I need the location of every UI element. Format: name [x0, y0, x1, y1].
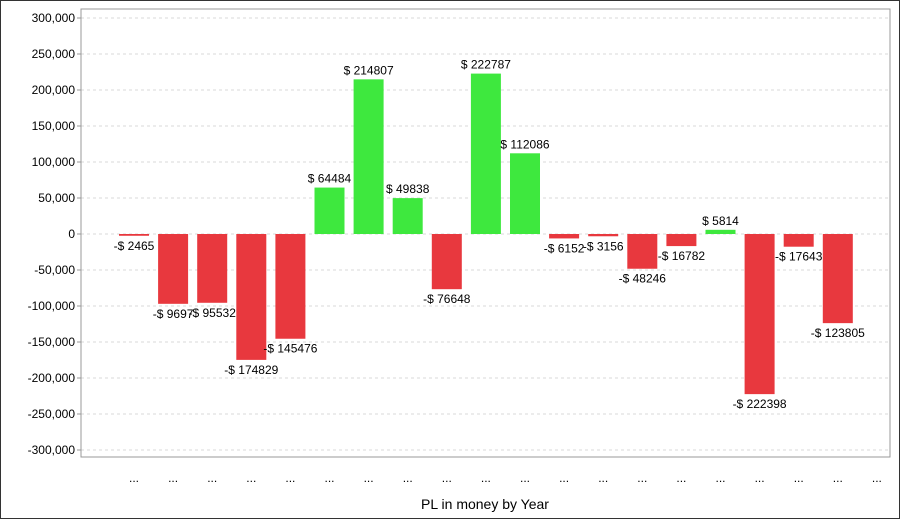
data-label: -$ 3156 — [583, 239, 624, 253]
x-axis-title: PL in money by Year — [421, 496, 549, 512]
x-tick-label: ... — [364, 471, 374, 485]
y-tick-label: 100,000 — [32, 155, 76, 169]
bar — [119, 234, 149, 236]
bar — [510, 153, 540, 234]
data-label: -$ 9697 — [153, 307, 194, 321]
y-tick-label: -250,000 — [28, 407, 76, 421]
y-tick-label: 150,000 — [32, 119, 76, 133]
bar — [822, 234, 853, 324]
x-tick-label: ... — [598, 471, 608, 485]
data-label: -$ 16782 — [658, 249, 706, 263]
bar — [744, 234, 775, 395]
y-tick-label: -300,000 — [28, 443, 76, 457]
data-label: -$ 174829 — [224, 363, 278, 377]
y-tick-label: -150,000 — [28, 335, 76, 349]
x-tick-label: ... — [207, 471, 217, 485]
x-tick-label: ... — [559, 471, 569, 485]
data-label: $ 214807 — [344, 63, 394, 77]
data-label: -$ 6152 — [544, 241, 585, 255]
y-tick-label: -50,000 — [34, 263, 75, 277]
bar — [705, 229, 736, 234]
x-tick-label: ... — [403, 471, 413, 485]
x-tick-label: ... — [715, 471, 725, 485]
bar — [588, 234, 619, 237]
data-label: -$ 222398 — [733, 397, 787, 411]
bar — [431, 234, 462, 290]
data-label: $ 5814 — [702, 214, 739, 228]
bar — [197, 234, 228, 303]
x-tick-label: ... — [442, 471, 452, 485]
y-tick-label: -100,000 — [28, 299, 76, 313]
x-tick-label: ... — [481, 471, 491, 485]
bar — [392, 198, 423, 234]
x-tick-label: ... — [324, 471, 334, 485]
y-tick-label: 50,000 — [38, 191, 75, 205]
bar — [783, 234, 814, 247]
y-tick-label: -200,000 — [28, 371, 76, 385]
x-tick-label: ... — [168, 471, 178, 485]
data-label: -$ 145476 — [263, 342, 317, 356]
x-tick-label: ... — [520, 471, 530, 485]
bar — [275, 234, 306, 339]
bars — [119, 73, 853, 395]
data-label: $ 222787 — [461, 58, 511, 72]
y-tick-label: 200,000 — [32, 83, 76, 97]
x-tick-label: ... — [285, 471, 295, 485]
x-tick-label: ... — [246, 471, 256, 485]
x-tick-label: ... — [755, 471, 765, 485]
data-label: -$ 48246 — [619, 272, 667, 286]
data-labels: -$ 2465 -$ 9697-$ 95532 -$ 174829 -$ 145476… — [114, 58, 866, 412]
data-label: -$ 2465 — [114, 239, 155, 253]
x-tick-label: ... — [637, 471, 647, 485]
bar — [470, 73, 501, 235]
x-tick-label: ... — [833, 471, 843, 485]
bar — [158, 234, 189, 304]
data-label: -$ 17643 — [775, 250, 823, 264]
bar — [549, 234, 580, 239]
y-axis-ticks: 300,000 250,000 200,000 150,000 100,000 50,00… — [28, 11, 81, 457]
x-tick-label: ... — [872, 471, 882, 485]
data-label: -$ 95532 — [189, 306, 237, 320]
y-tick-label: 0 — [68, 227, 75, 241]
bar — [236, 234, 267, 360]
x-tick-label: ... — [676, 471, 686, 485]
data-label: $ 64484 — [308, 172, 352, 186]
bar — [666, 234, 697, 247]
data-label: -$ 123805 — [811, 326, 865, 340]
x-tick-label: ... — [794, 471, 804, 485]
data-label: $ 49838 — [386, 182, 430, 196]
y-tick-label: 250,000 — [32, 47, 76, 61]
y-tick-label: 300,000 — [32, 11, 76, 25]
x-axis-ticks: ........................................… — [129, 471, 882, 485]
plot-area — [80, 8, 891, 458]
x-tick-label: ... — [129, 471, 139, 485]
data-label: $ 112086 — [500, 137, 549, 151]
bar — [314, 187, 345, 234]
data-label: -$ 76648 — [423, 292, 471, 306]
bar — [353, 79, 384, 234]
bar — [627, 234, 658, 269]
